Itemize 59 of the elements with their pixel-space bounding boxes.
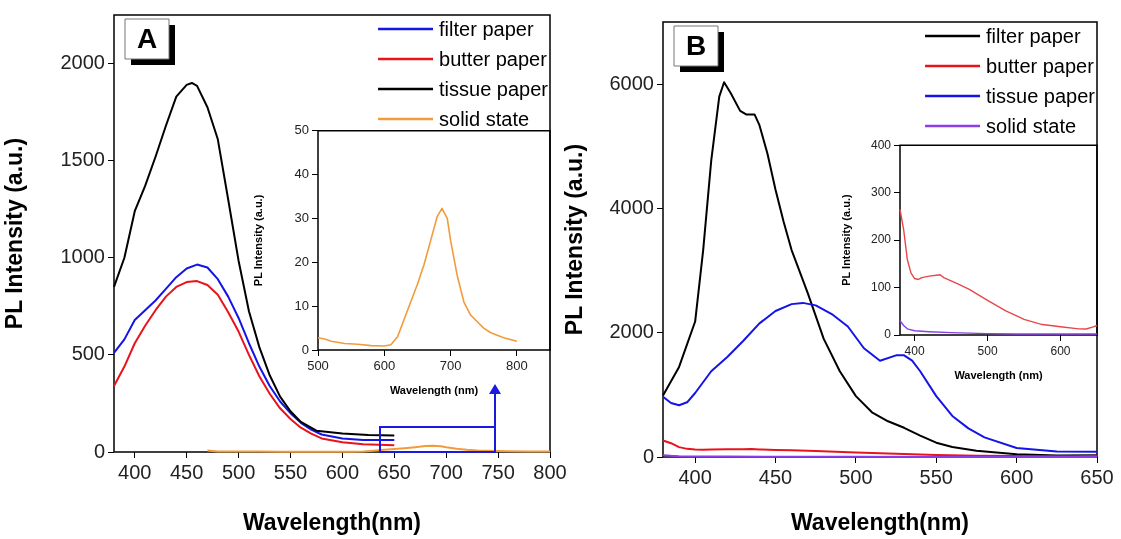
x-tick-label: 650 xyxy=(1080,465,1114,488)
x-tick-label: 500 xyxy=(839,465,873,488)
legend-label: solid state xyxy=(439,107,530,130)
x-axis-title: Wavelength (nm) xyxy=(954,369,1043,382)
x-tick-label: 700 xyxy=(429,460,463,483)
x-tick-label: 450 xyxy=(169,460,204,483)
y-tick-label: 40 xyxy=(294,166,309,182)
x-tick-label: 600 xyxy=(1050,343,1071,358)
y-tick-label: 1000 xyxy=(60,245,105,268)
legend-label: filter paper xyxy=(439,17,534,40)
y-axis-title: PL Intensity (a.u.) xyxy=(561,143,588,336)
x-tick-label: 500 xyxy=(977,343,998,358)
y-tick-label: 6000 xyxy=(609,71,654,94)
y-tick-label: 400 xyxy=(870,137,892,152)
x-tick-label: 800 xyxy=(533,460,567,483)
legend-label: filter paper xyxy=(986,24,1081,47)
x-tick-label: 650 xyxy=(377,460,411,483)
chart-title: A xyxy=(136,22,158,54)
x-axis-title: Wavelength(nm) xyxy=(790,508,970,535)
y-tick-label: 0 xyxy=(884,327,892,342)
legend-label: tissue paper xyxy=(986,84,1096,107)
legend-label: butter paper xyxy=(439,47,548,70)
x-tick-label: 550 xyxy=(273,460,308,483)
y-tick-label: 20 xyxy=(294,253,309,269)
y-tick-label: 4000 xyxy=(609,195,654,218)
y-tick-label: 2000 xyxy=(60,51,105,74)
x-axis-title: Wavelength (nm) xyxy=(389,384,479,397)
x-axis-title: Wavelength(nm) xyxy=(242,508,422,535)
y-tick-label: 30 xyxy=(294,210,309,226)
y-axis-title: PL Intensity (a.u.) xyxy=(251,194,264,287)
x-tick-label: 400 xyxy=(904,343,925,358)
x-tick-label: 800 xyxy=(506,358,528,374)
x-tick-label: 600 xyxy=(373,358,396,374)
y-tick-label: 0 xyxy=(301,341,309,357)
legend-label: butter paper xyxy=(986,54,1095,77)
y-tick-label: 300 xyxy=(870,184,892,199)
legend-label: solid state xyxy=(986,114,1077,137)
legend-label: tissue paper xyxy=(439,77,549,100)
y-tick-label: 1500 xyxy=(60,148,105,171)
chart-title: B xyxy=(685,29,707,61)
y-tick-label: 10 xyxy=(294,297,309,313)
x-tick-label: 500 xyxy=(307,358,329,374)
y-tick-label: 50 xyxy=(294,122,309,138)
y-tick-label: 100 xyxy=(870,279,892,294)
y-tick-label: 2000 xyxy=(609,320,654,343)
x-tick-label: 600 xyxy=(999,465,1034,488)
x-tick-label: 400 xyxy=(118,460,152,483)
y-tick-label: 0 xyxy=(93,439,105,462)
x-tick-label: 400 xyxy=(678,465,712,488)
x-tick-label: 600 xyxy=(325,460,360,483)
y-axis-title: PL Intensity (a.u.) xyxy=(839,194,852,286)
x-tick-label: 700 xyxy=(439,358,462,374)
x-tick-label: 450 xyxy=(758,465,793,488)
y-axis-title: PL Intensity (a.u.) xyxy=(1,137,28,330)
x-tick-label: 550 xyxy=(919,465,953,488)
y-tick-label: 0 xyxy=(642,444,654,467)
y-tick-label: 200 xyxy=(870,232,892,247)
x-tick-label: 750 xyxy=(481,460,515,483)
x-tick-label: 500 xyxy=(221,460,256,483)
